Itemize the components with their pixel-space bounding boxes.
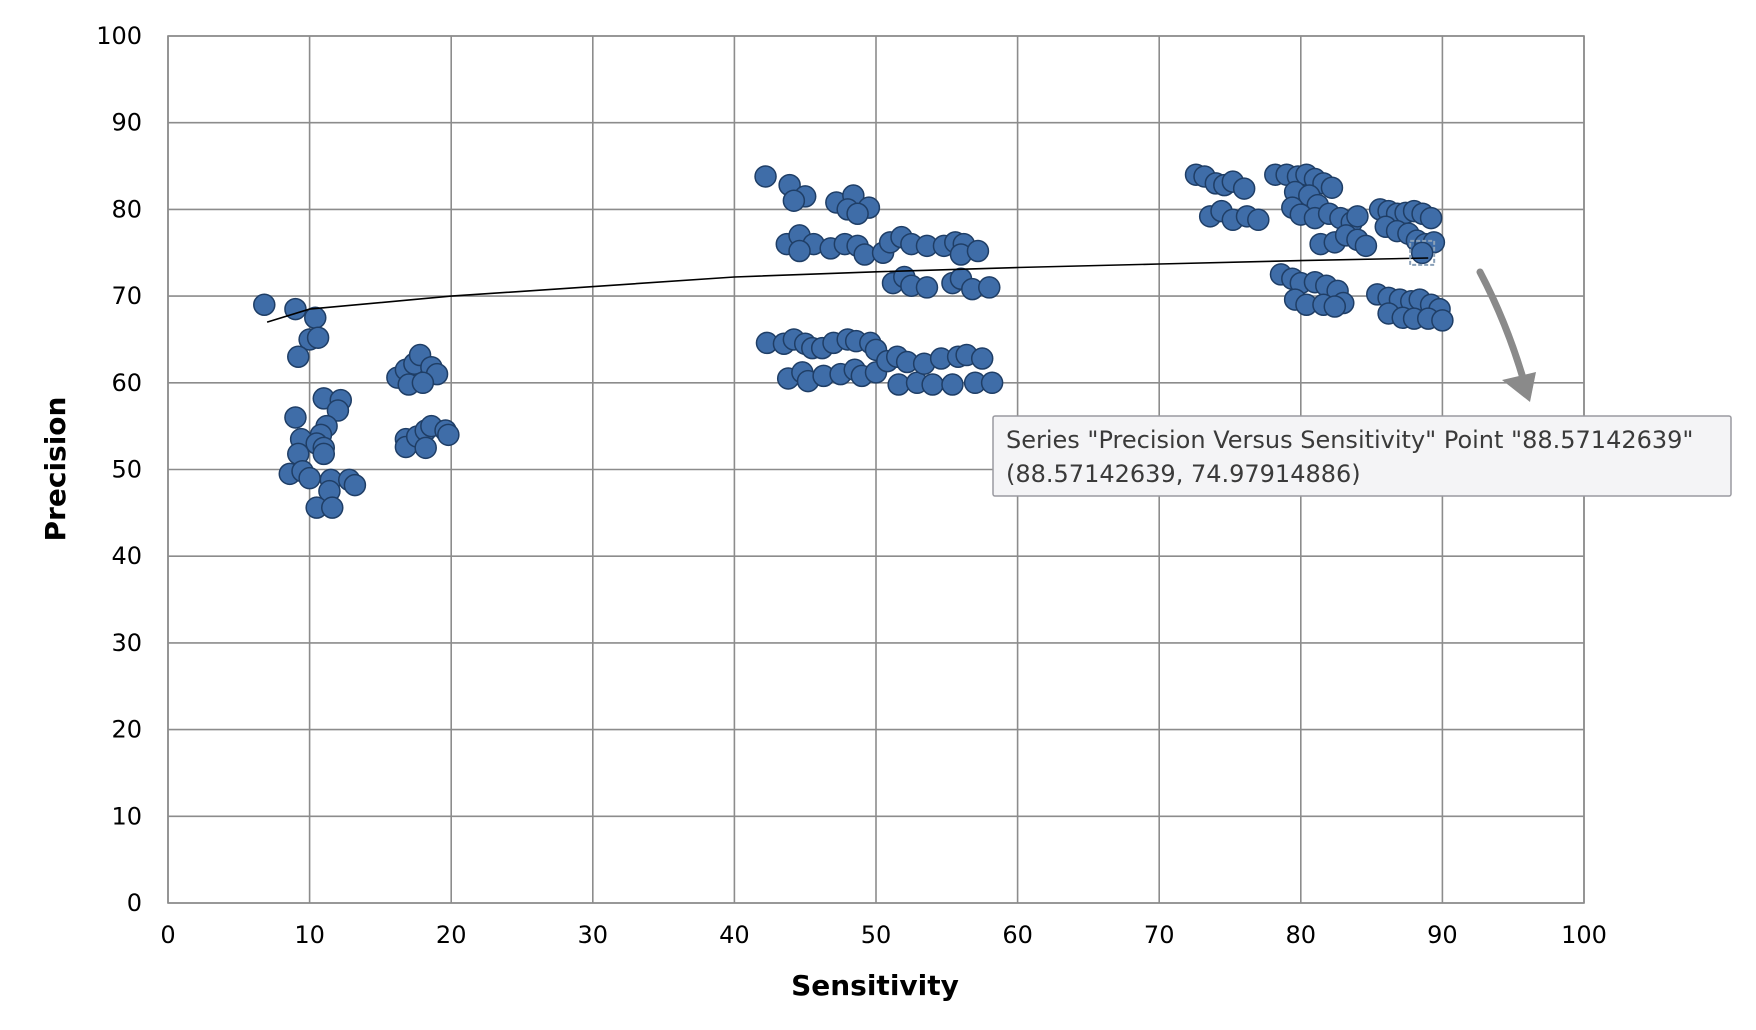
x-tick-label: 50 (861, 921, 892, 949)
data-point (287, 345, 310, 369)
x-axis-tick-labels: 0 10 20 30 40 50 60 70 80 90 100 (160, 921, 1607, 949)
selection-box (1409, 239, 1436, 266)
y-tick-label: 80 (111, 195, 142, 223)
data-point (1431, 309, 1454, 332)
y-tick-label: 60 (111, 369, 142, 397)
y-tick-label: 70 (111, 282, 142, 310)
data-point (326, 399, 350, 422)
x-tick-label: 20 (436, 921, 467, 949)
x-tick-label: 80 (1286, 921, 1317, 949)
data-point (754, 165, 777, 188)
data-point (915, 276, 939, 299)
x-tick-label: 30 (578, 921, 609, 949)
y-axis-tick-labels: 0 10 20 30 40 50 60 70 80 90 100 (96, 22, 142, 917)
y-tick-label: 20 (111, 716, 142, 744)
y-tick-label: 0 (127, 889, 142, 917)
x-tick-label: 60 (1002, 921, 1033, 949)
data-point (312, 442, 336, 466)
x-tick-label: 40 (719, 921, 750, 949)
data-point (846, 202, 869, 225)
data-point (1354, 234, 1378, 258)
data-point (284, 406, 307, 429)
data-point (1419, 206, 1443, 230)
data-point (966, 239, 990, 263)
data-point (788, 239, 811, 263)
y-tick-label: 10 (111, 802, 142, 830)
tooltip-line-1: Series "Precision Versus Sensitivity" Po… (1006, 426, 1693, 454)
data-point (414, 436, 437, 460)
pointer-arrow (1476, 268, 1536, 402)
data-point (437, 423, 460, 447)
trendline (266, 257, 1429, 323)
data-point (1346, 205, 1369, 228)
x-tick-label: 10 (294, 921, 325, 949)
data-point (1410, 241, 1434, 265)
x-tick-label: 90 (1427, 921, 1458, 949)
data-point (306, 326, 330, 349)
data-point (321, 496, 344, 519)
data-point (970, 347, 994, 370)
data-points (253, 163, 1454, 519)
data-point (941, 373, 964, 396)
trendline-group (266, 257, 1429, 323)
y-tick-label: 90 (111, 109, 142, 137)
x-tick-label: 70 (1144, 921, 1175, 949)
data-point (253, 293, 276, 317)
x-axis-title: Sensitivity (791, 969, 959, 1002)
y-axis-title: Precision (39, 397, 72, 542)
y-tick-label: 100 (96, 22, 142, 50)
y-tick-label: 40 (111, 542, 142, 570)
tooltip-line-2: (88.57142639, 74.97914886) (1006, 460, 1361, 488)
data-point (921, 373, 944, 396)
data-point (411, 371, 435, 395)
data-point (343, 473, 367, 497)
data-point-tooltip: Series "Precision Versus Sensitivity" Po… (992, 415, 1732, 497)
data-point (1247, 208, 1270, 232)
data-point (978, 276, 1001, 299)
data-point (1323, 295, 1347, 318)
data-point (1232, 177, 1256, 200)
y-tick-label: 50 (111, 456, 142, 484)
y-tick-label: 30 (111, 629, 142, 657)
selected-point-marker (1409, 239, 1436, 266)
data-point (1320, 176, 1344, 199)
data-point (782, 189, 806, 212)
data-point (298, 466, 321, 490)
x-tick-label: 0 (160, 921, 175, 949)
data-point (980, 371, 1004, 395)
x-tick-label: 100 (1561, 921, 1607, 949)
